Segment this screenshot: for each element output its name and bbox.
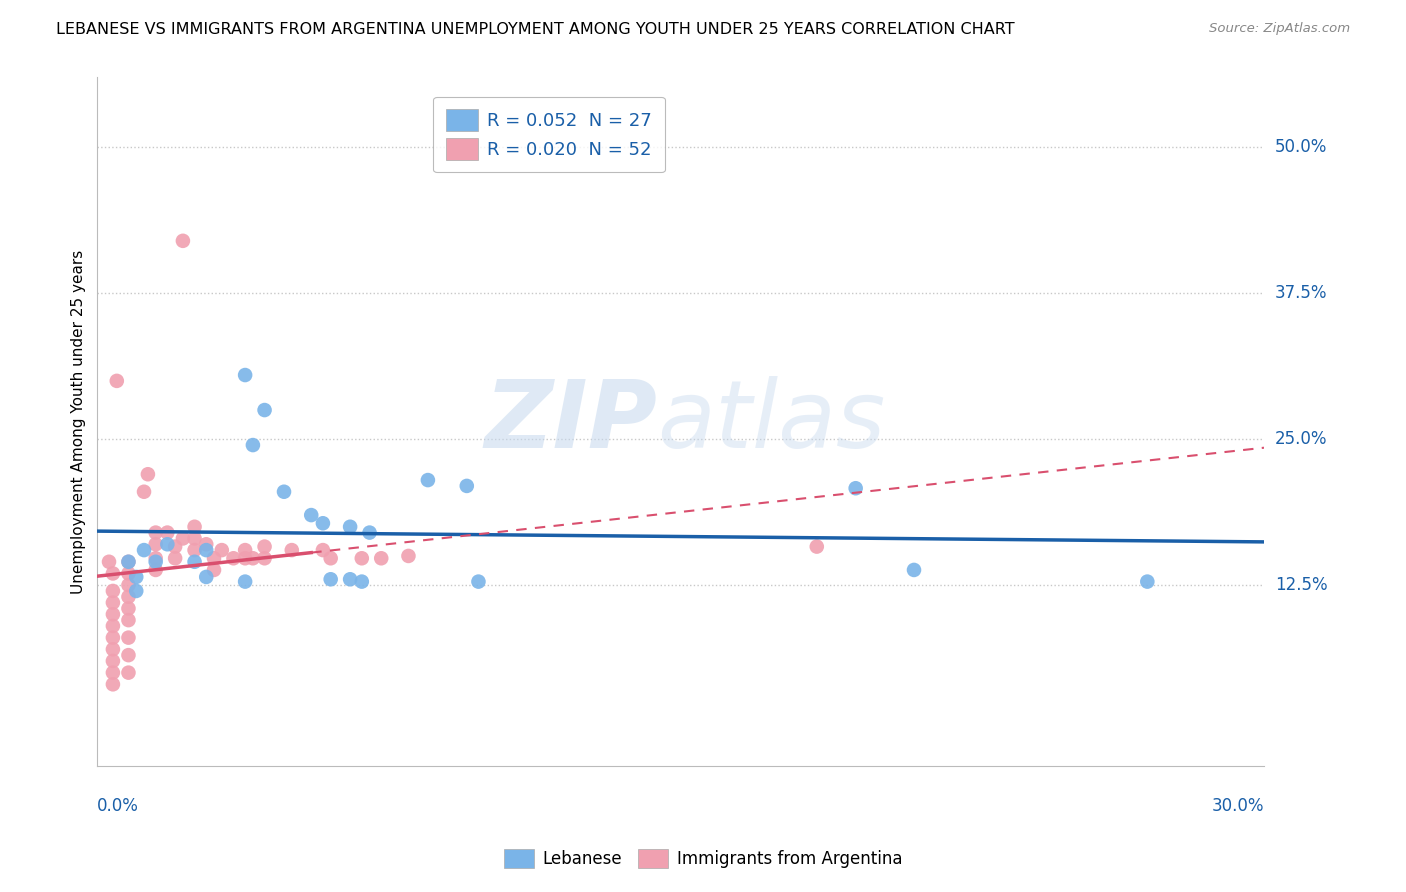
Point	[370, 551, 392, 566]
Point	[165, 540, 187, 554]
Point	[145, 551, 167, 566]
Point	[273, 484, 295, 499]
Legend: R = 0.052  N = 27, R = 0.020  N = 52: R = 0.052 N = 27, R = 0.020 N = 52	[433, 97, 665, 172]
Point	[117, 578, 139, 592]
Point	[903, 563, 925, 577]
Point	[350, 574, 373, 589]
Text: 50.0%: 50.0%	[1275, 138, 1327, 156]
Legend: Lebanese, Immigrants from Argentina: Lebanese, Immigrants from Argentina	[498, 842, 908, 875]
Point	[117, 648, 139, 662]
Point	[299, 508, 322, 522]
Point	[117, 601, 139, 615]
Point	[253, 551, 276, 566]
Point	[398, 549, 420, 563]
Point	[101, 631, 124, 645]
Point	[156, 537, 179, 551]
Point	[845, 481, 868, 495]
Point	[253, 403, 276, 417]
Point	[125, 583, 148, 598]
Point	[339, 572, 361, 586]
Point	[242, 551, 264, 566]
Point	[183, 555, 205, 569]
Point	[195, 570, 218, 584]
Text: Source: ZipAtlas.com: Source: ZipAtlas.com	[1209, 22, 1350, 36]
Point	[101, 677, 124, 691]
Point	[339, 520, 361, 534]
Point	[233, 543, 256, 558]
Point	[806, 540, 828, 554]
Point	[233, 368, 256, 382]
Text: 0.0%: 0.0%	[97, 797, 139, 814]
Text: atlas: atlas	[658, 376, 886, 467]
Text: 12.5%: 12.5%	[1275, 576, 1327, 594]
Point	[98, 555, 121, 569]
Point	[359, 525, 381, 540]
Point	[172, 234, 194, 248]
Point	[101, 596, 124, 610]
Point	[312, 516, 335, 531]
Point	[117, 631, 139, 645]
Point	[117, 555, 139, 569]
Point	[253, 540, 276, 554]
Point	[202, 551, 225, 566]
Point	[211, 543, 233, 558]
Point	[416, 473, 439, 487]
Point	[233, 551, 256, 566]
Point	[172, 532, 194, 546]
Point	[281, 543, 304, 558]
Point	[183, 532, 205, 546]
Point	[132, 484, 155, 499]
Point	[117, 566, 139, 581]
Point	[136, 467, 159, 482]
Point	[145, 525, 167, 540]
Point	[350, 551, 373, 566]
Point	[195, 537, 218, 551]
Point	[117, 555, 139, 569]
Point	[319, 551, 342, 566]
Y-axis label: Unemployment Among Youth under 25 years: Unemployment Among Youth under 25 years	[72, 250, 86, 594]
Point	[125, 570, 148, 584]
Point	[145, 563, 167, 577]
Point	[101, 583, 124, 598]
Point	[233, 574, 256, 589]
Point	[117, 590, 139, 604]
Text: 30.0%: 30.0%	[1212, 797, 1264, 814]
Point	[195, 543, 218, 558]
Point	[117, 665, 139, 680]
Text: ZIP: ZIP	[485, 376, 658, 467]
Point	[222, 551, 245, 566]
Point	[183, 543, 205, 558]
Point	[1136, 574, 1159, 589]
Point	[156, 525, 179, 540]
Point	[101, 566, 124, 581]
Point	[242, 438, 264, 452]
Point	[105, 374, 128, 388]
Point	[101, 619, 124, 633]
Point	[319, 572, 342, 586]
Text: LEBANESE VS IMMIGRANTS FROM ARGENTINA UNEMPLOYMENT AMONG YOUTH UNDER 25 YEARS CO: LEBANESE VS IMMIGRANTS FROM ARGENTINA UN…	[56, 22, 1015, 37]
Point	[145, 537, 167, 551]
Point	[117, 613, 139, 627]
Text: 37.5%: 37.5%	[1275, 285, 1327, 302]
Point	[101, 607, 124, 622]
Point	[467, 574, 489, 589]
Point	[312, 543, 335, 558]
Point	[101, 665, 124, 680]
Point	[145, 555, 167, 569]
Point	[202, 563, 225, 577]
Point	[132, 543, 155, 558]
Point	[165, 551, 187, 566]
Point	[456, 479, 478, 493]
Point	[183, 520, 205, 534]
Point	[101, 654, 124, 668]
Point	[101, 642, 124, 657]
Text: 25.0%: 25.0%	[1275, 430, 1327, 448]
